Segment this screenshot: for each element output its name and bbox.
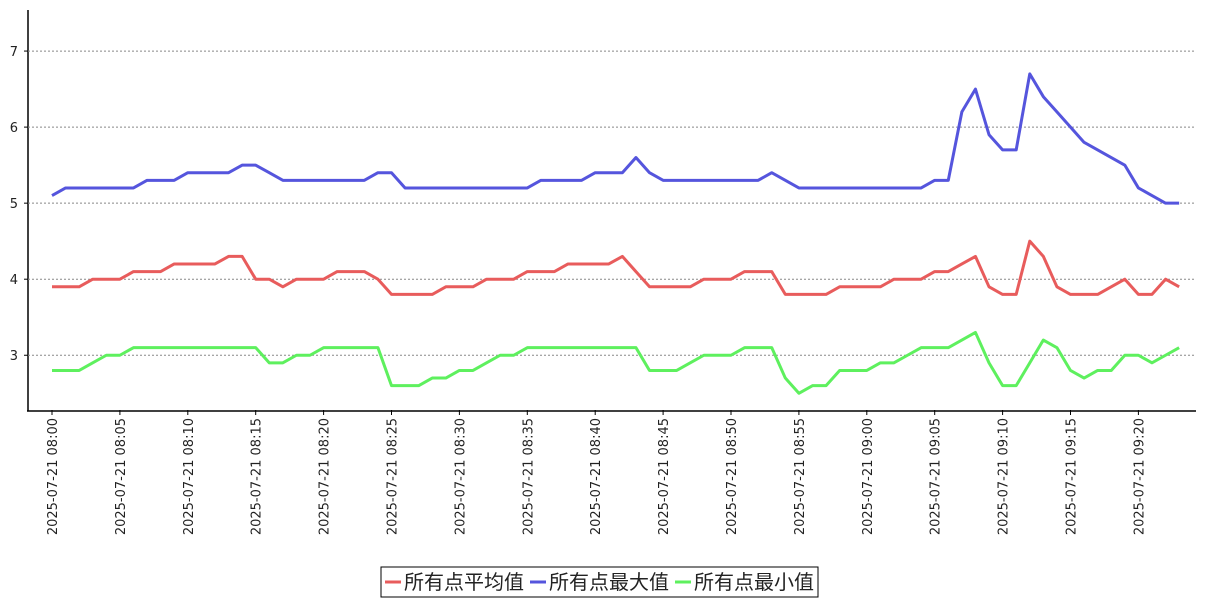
x-tick-label: 2025-07-21 09:20 xyxy=(1132,418,1147,535)
x-tick-label: 2025-07-21 08:20 xyxy=(318,418,333,535)
y-tick-label: 6 xyxy=(10,121,18,136)
series-line xyxy=(51,72,1180,205)
x-tick-label: 2025-07-21 08:00 xyxy=(46,418,61,535)
x-tick-label: 2025-07-21 08:35 xyxy=(521,418,536,535)
y-tick-label: 3 xyxy=(10,349,18,364)
x-tick-label: 2025-07-21 09:15 xyxy=(1065,418,1080,535)
y-tick-label: 7 xyxy=(10,45,18,60)
legend-label: 所有点最小值 xyxy=(694,570,814,594)
legend-label: 所有点平均值 xyxy=(404,570,524,594)
x-tick-label: 2025-07-21 08:40 xyxy=(589,418,604,535)
y-tick-label: 5 xyxy=(10,197,18,212)
x-tick-label: 2025-07-21 09:05 xyxy=(929,418,944,535)
x-tick-label: 2025-07-21 08:45 xyxy=(657,418,672,535)
legend-box xyxy=(380,566,819,598)
x-tick-label: 2025-07-21 08:50 xyxy=(725,418,740,535)
y-tick-label: 4 xyxy=(10,273,18,288)
legend: 所有点平均值 所有点最大值 所有点最小值 xyxy=(380,566,819,598)
x-tick-label: 2025-07-21 08:15 xyxy=(250,418,265,535)
x-tick-label: 2025-07-21 09:00 xyxy=(861,418,876,535)
x-tick-label: 2025-07-21 08:30 xyxy=(453,418,468,535)
series-line xyxy=(52,239,1180,296)
x-tick-label: 2025-07-21 08:55 xyxy=(793,418,808,535)
series-line xyxy=(52,330,1180,395)
x-tick-label: 2025-07-21 08:05 xyxy=(114,418,129,535)
x-tick-label: 2025-07-21 08:25 xyxy=(386,418,401,535)
x-tick-label: 2025-07-21 09:10 xyxy=(997,418,1012,535)
x-tick-label: 2025-07-21 08:10 xyxy=(182,418,197,535)
legend-label: 所有点最大值 xyxy=(549,570,669,594)
